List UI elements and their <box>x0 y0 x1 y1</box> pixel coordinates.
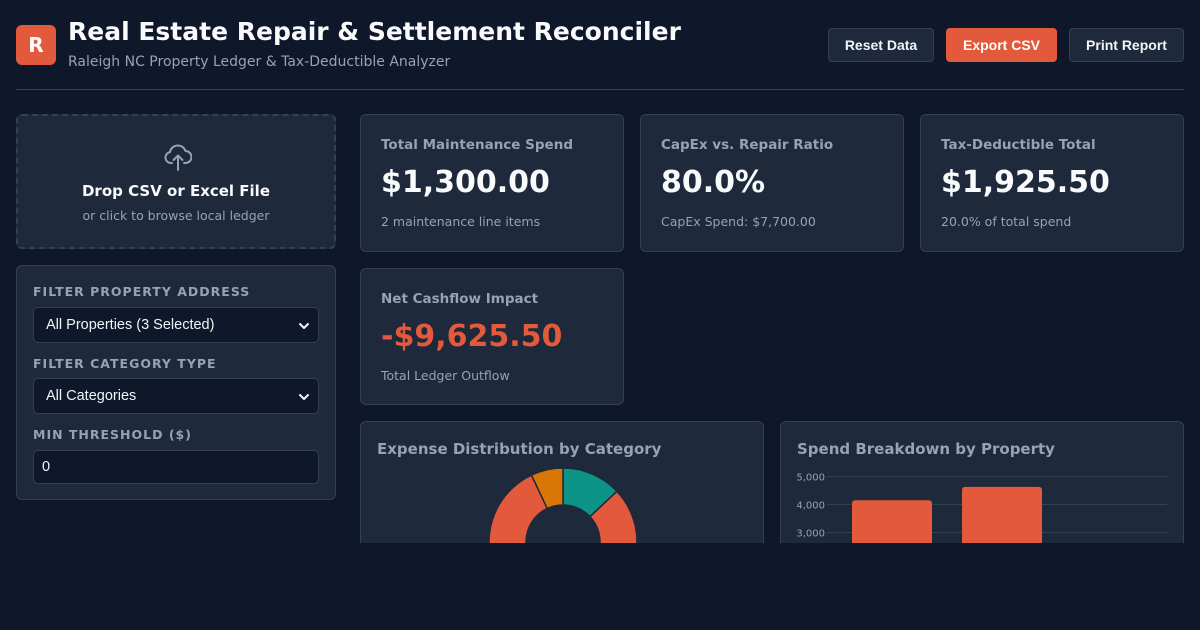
y-tick-label: 5,000 <box>796 473 825 484</box>
bar-chart: 5,000 4,000 3,000 <box>796 473 1167 561</box>
donut-slice[interactable] <box>488 474 638 561</box>
property-filter-label: FILTER PROPERTY ADDRESS <box>33 284 251 299</box>
kpi-subtext: Total Ledger Outflow <box>381 368 510 383</box>
bar[interactable] <box>962 486 1042 561</box>
page-title: Real Estate Repair & Settlement Reconcil… <box>68 17 681 46</box>
page-subtitle: Raleigh NC Property Ledger & Tax-Deducti… <box>68 54 451 70</box>
dropzone-title: Drop CSV or Excel File <box>81 182 270 200</box>
kpi-label: Tax-Deductible Total <box>941 137 1096 153</box>
filters-panel: FILTER PROPERTY ADDRESS All Properties (… <box>16 265 336 500</box>
chevron-down-icon <box>299 323 309 329</box>
threshold-input[interactable]: 0 <box>33 450 319 484</box>
category-filter-label: FILTER CATEGORY TYPE <box>33 356 217 371</box>
kpi-label: CapEx vs. Repair Ratio <box>661 137 834 153</box>
threshold-label: MIN THRESHOLD ($) <box>33 427 192 442</box>
dropzone-subtitle: or click to browse local ledger <box>82 208 270 223</box>
donut-slice[interactable] <box>530 467 564 510</box>
kpi-card-net-cashflow: Net Cashflow Impact -$9,625.50 Total Led… <box>360 268 624 405</box>
kpi-value: $1,300.00 <box>381 165 550 200</box>
kpi-label: Total Maintenance Spend <box>381 137 573 153</box>
upload-cloud-icon <box>164 144 192 171</box>
property-filter-value: All Properties (3 Selected) <box>46 317 215 333</box>
kpi-label: Net Cashflow Impact <box>381 291 539 307</box>
chart-title: Spend Breakdown by Property <box>797 440 1055 458</box>
kpi-subtext: CapEx Spend: $7,700.00 <box>661 214 816 229</box>
export-csv-button[interactable]: Export CSV <box>946 28 1057 62</box>
kpi-subtext: 20.0% of total spend <box>941 214 1072 229</box>
kpi-card-maintenance: Total Maintenance Spend $1,300.00 2 main… <box>360 114 624 252</box>
chevron-down-icon <box>299 394 309 400</box>
y-tick-label: 4,000 <box>796 501 825 512</box>
kpi-value: -$9,625.50 <box>381 319 563 354</box>
threshold-value: 0 <box>42 459 51 475</box>
expense-distribution-panel: Expense Distribution by Category <box>360 421 764 561</box>
file-dropzone[interactable]: Drop CSV or Excel File or click to brows… <box>16 114 336 249</box>
reset-data-button[interactable]: Reset Data <box>828 28 934 62</box>
property-filter-select[interactable]: All Properties (3 Selected) <box>33 307 319 343</box>
app-logo: R <box>16 25 56 65</box>
category-filter-value: All Categories <box>46 388 137 404</box>
kpi-value: 80.0% <box>661 165 766 200</box>
chart-title: Expense Distribution by Category <box>377 440 662 458</box>
kpi-value: $1,925.50 <box>941 165 1110 200</box>
property-breakdown-panel: Spend Breakdown by Property 5,000 4,000 3,… <box>780 421 1184 561</box>
app-header: R Real Estate Repair & Settlement Reconc… <box>16 0 1184 90</box>
kpi-subtext: 2 maintenance line items <box>381 214 541 229</box>
print-report-button[interactable]: Print Report <box>1069 28 1184 62</box>
kpi-card-tax-deductible: Tax-Deductible Total $1,925.50 20.0% of … <box>920 114 1184 252</box>
kpi-card-capex-ratio: CapEx vs. Repair Ratio 80.0% CapEx Spend… <box>640 114 904 252</box>
category-filter-select[interactable]: All Categories <box>33 378 319 414</box>
page-background <box>0 543 1200 630</box>
y-tick-label: 3,000 <box>796 529 825 540</box>
donut-chart <box>488 467 638 561</box>
